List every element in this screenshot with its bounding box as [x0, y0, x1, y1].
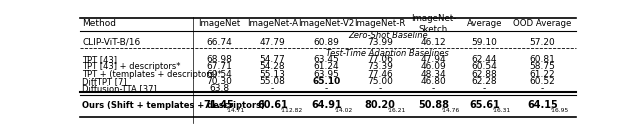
- Text: ImageNet-R: ImageNet-R: [355, 19, 406, 28]
- Text: 71.45: 71.45: [204, 100, 234, 110]
- Text: 54.28: 54.28: [260, 63, 285, 71]
- Text: 59.10: 59.10: [472, 38, 497, 47]
- Text: 65.61: 65.61: [469, 100, 500, 110]
- Text: -: -: [541, 84, 544, 93]
- Text: 66.74: 66.74: [206, 38, 232, 47]
- Text: ImageNet-V2: ImageNet-V2: [298, 19, 355, 28]
- Text: 61.24: 61.24: [314, 63, 339, 71]
- Text: Method: Method: [83, 19, 116, 28]
- Text: 64.91: 64.91: [311, 100, 342, 110]
- Text: 55.08: 55.08: [259, 77, 285, 86]
- Text: 62.28: 62.28: [472, 77, 497, 86]
- Text: ⁱ14.76: ⁱ14.76: [442, 108, 460, 113]
- Text: 64.15: 64.15: [527, 100, 558, 110]
- Text: 65.10: 65.10: [312, 77, 340, 86]
- Text: 75.00: 75.00: [367, 77, 393, 86]
- Text: 46.80: 46.80: [420, 77, 446, 86]
- Text: 77.46: 77.46: [367, 70, 393, 79]
- Text: -: -: [432, 84, 435, 93]
- Text: TPT + (templates + descriptors)*: TPT + (templates + descriptors)*: [83, 70, 222, 79]
- Text: 70.30: 70.30: [206, 77, 232, 86]
- Text: -: -: [483, 84, 486, 93]
- Text: 54.77: 54.77: [260, 55, 285, 64]
- Text: 61.22: 61.22: [530, 70, 556, 79]
- Text: ImageNet: ImageNet: [198, 19, 240, 28]
- Text: 73.39: 73.39: [367, 63, 393, 71]
- Text: 58.75: 58.75: [529, 63, 556, 71]
- Text: 48.34: 48.34: [420, 70, 446, 79]
- Text: ⁱ16.95: ⁱ16.95: [550, 108, 569, 113]
- Text: ⁱ16.31: ⁱ16.31: [492, 108, 511, 113]
- Text: 63.45: 63.45: [314, 55, 339, 64]
- Text: TPT [43]: TPT [43]: [83, 55, 118, 64]
- Text: OOD Average: OOD Average: [513, 19, 572, 28]
- Text: 47.79: 47.79: [260, 38, 285, 47]
- Text: ImageNet-
Sketch: ImageNet- Sketch: [411, 14, 456, 34]
- Text: ⁱ16.21: ⁱ16.21: [388, 108, 406, 113]
- Text: ⁱ14.71: ⁱ14.71: [227, 108, 245, 113]
- Text: 67.71: 67.71: [206, 63, 232, 71]
- Text: ⁱ14.02: ⁱ14.02: [335, 108, 353, 113]
- Text: 60.81: 60.81: [529, 55, 556, 64]
- Text: 73.99: 73.99: [367, 38, 393, 47]
- Text: ⁱ112.82: ⁱ112.82: [280, 108, 303, 113]
- Text: 55.13: 55.13: [259, 70, 285, 79]
- Text: TPT [43] + descriptors*: TPT [43] + descriptors*: [83, 63, 181, 71]
- Text: 46.09: 46.09: [420, 63, 446, 71]
- Text: Zero-Shot Baseline: Zero-Shot Baseline: [348, 31, 428, 40]
- Text: 68.98: 68.98: [206, 55, 232, 64]
- Text: -: -: [325, 84, 328, 93]
- Text: 60.54: 60.54: [472, 63, 497, 71]
- Text: 63.8: 63.8: [209, 84, 229, 93]
- Text: Test-Time Adaption Baselines: Test-Time Adaption Baselines: [326, 49, 449, 58]
- Text: 60.61: 60.61: [257, 100, 288, 110]
- Text: Ours (Shift + templates + descriptors): Ours (Shift + templates + descriptors): [83, 101, 266, 110]
- Text: 57.20: 57.20: [530, 38, 556, 47]
- Text: ImageNet-A: ImageNet-A: [247, 19, 298, 28]
- Text: Average: Average: [467, 19, 502, 28]
- Text: 69.54: 69.54: [206, 70, 232, 79]
- Text: 80.20: 80.20: [365, 100, 396, 110]
- Text: 60.89: 60.89: [314, 38, 339, 47]
- Text: 60.52: 60.52: [530, 77, 556, 86]
- Text: Diffusion-TTA [37]: Diffusion-TTA [37]: [83, 84, 157, 93]
- Text: DiffTPT [7]: DiffTPT [7]: [83, 77, 127, 86]
- Text: 47.94: 47.94: [420, 55, 446, 64]
- Text: 63.95: 63.95: [314, 70, 339, 79]
- Text: 77.06: 77.06: [367, 55, 393, 64]
- Text: -: -: [378, 84, 381, 93]
- Text: CLIP-ViT-B/16: CLIP-ViT-B/16: [83, 38, 141, 47]
- Text: -: -: [271, 84, 274, 93]
- Text: 46.12: 46.12: [420, 38, 446, 47]
- Text: 62.88: 62.88: [472, 70, 497, 79]
- Text: 62.44: 62.44: [472, 55, 497, 64]
- Text: 50.88: 50.88: [418, 100, 449, 110]
